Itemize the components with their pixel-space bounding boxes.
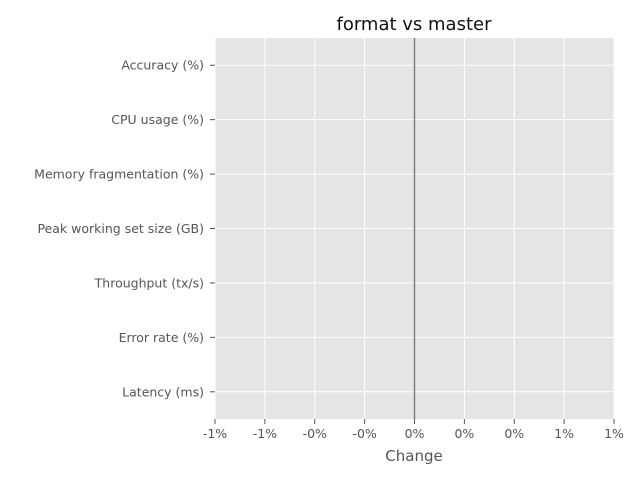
y-tick-label-1: CPU usage (%) [111, 112, 204, 127]
chart-title: format vs master [336, 14, 492, 35]
x-tick-label-3: -0% [352, 426, 376, 441]
x-tick-label-6: 0% [504, 426, 524, 441]
y-tick-label-5: Error rate (%) [119, 330, 204, 345]
y-tick-label-4: Throughput (tx/s) [94, 275, 204, 290]
y-tick-label-6: Latency (ms) [122, 384, 204, 399]
x-tick-label-7: 1% [554, 426, 574, 441]
x-tick-label-8: 1% [604, 426, 624, 441]
y-axis: Accuracy (%) CPU usage (%) Memory fragment… [34, 58, 215, 399]
y-tick-label-3: Peak working set size (GB) [37, 221, 204, 236]
x-tick-label-5: 0% [454, 426, 474, 441]
x-tick-label-1: -1% [253, 426, 277, 441]
x-tick-label-4: 0% [405, 426, 425, 441]
y-tick-label-0: Accuracy (%) [121, 58, 204, 73]
x-tick-label-2: -0% [303, 426, 327, 441]
x-tick-label-0: -1% [203, 426, 227, 441]
x-axis: -1% -1% -0% -0% 0% 0% 0% 1% 1% [203, 419, 624, 441]
y-tick-label-2: Memory fragmentation (%) [34, 167, 204, 182]
x-axis-label: Change [385, 447, 442, 465]
